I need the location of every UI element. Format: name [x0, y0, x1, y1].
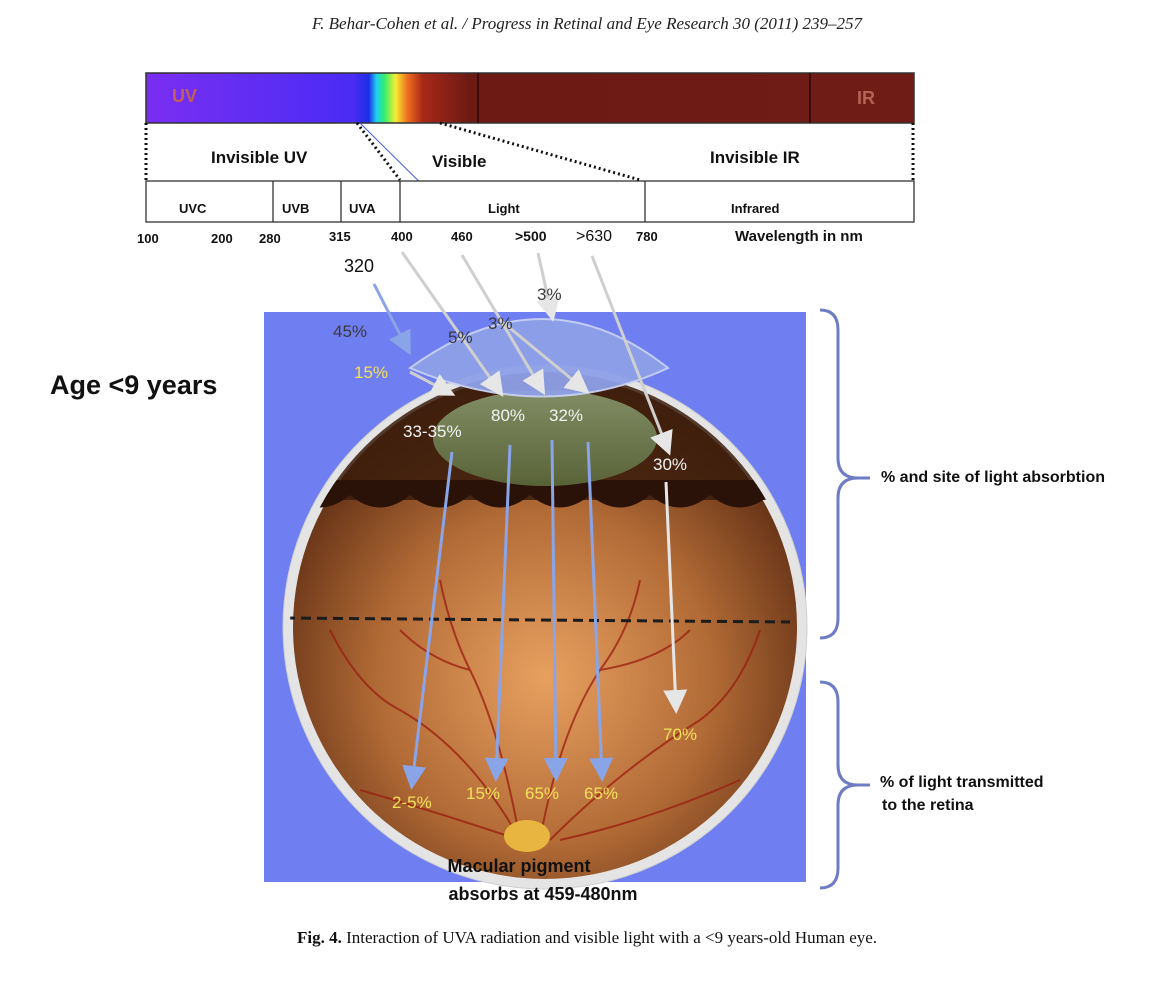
absorption-brace	[819, 308, 859, 640]
band-invisible-uv: Invisible UV	[211, 148, 308, 167]
pct-33-35: 33-35%	[403, 422, 462, 441]
wavelength-tick: >500	[515, 228, 547, 244]
wavelength-tick: >630	[576, 228, 613, 245]
pct-30: 30%	[653, 455, 688, 474]
journal-header: F. Behar-Cohen et al. / Progress in Reti…	[311, 14, 863, 33]
lens	[433, 390, 657, 486]
wavelength-tick: 780	[636, 229, 658, 244]
eye-diagram	[264, 251, 870, 890]
ir-spectrum-label: IR	[857, 88, 875, 108]
pct-3-lens: 3%	[488, 314, 513, 333]
wavelength-tick: 460	[451, 229, 473, 244]
transmitted-side-label-1: % of light transmitted	[880, 774, 1044, 791]
uva-320-label: 320	[344, 256, 375, 276]
pct-15-retina: 15%	[466, 784, 501, 803]
macular-label-line2: absorbs at 459-480nm	[448, 884, 638, 904]
band-invisible-ir: Invisible IR	[710, 148, 800, 167]
pct-2-5: 2-5%	[392, 793, 432, 812]
wavelength-axis-label: Wavelength in nm	[735, 228, 863, 245]
pct-5: 5%	[448, 328, 473, 347]
pct-65-a: 65%	[525, 784, 560, 803]
age-label: Age <9 years	[50, 370, 218, 400]
transmission-brace	[819, 680, 859, 890]
transmitted-side-label-2: to the retina	[882, 797, 974, 814]
spectrum-diagram	[144, 72, 915, 223]
subband-row	[145, 180, 915, 223]
spectrum-bar	[145, 72, 915, 124]
uv-spectrum-label: UV	[172, 86, 198, 106]
subband-uvc: UVC	[179, 201, 207, 216]
pct-45: 45%	[333, 322, 368, 341]
subband-uva: UVA	[349, 201, 376, 216]
pct-65-b: 65%	[584, 784, 619, 803]
wavelength-tick: 280	[259, 231, 281, 246]
figure-caption: Fig. 4. Interaction of UVA radiation and…	[0, 928, 1174, 948]
wavelength-tick: 400	[391, 229, 413, 244]
pct-70: 70%	[663, 725, 698, 744]
pct-15-cornea: 15%	[354, 363, 389, 382]
wavelength-tick: 315	[329, 229, 351, 244]
pct-32: 32%	[549, 406, 584, 425]
pct-3-top: 3%	[537, 285, 562, 304]
wavelength-tick: 200	[211, 231, 233, 246]
absorption-side-label: % and site of light absorbtion	[881, 469, 1105, 486]
subband-uvb: UVB	[282, 201, 310, 216]
macular-label-line1: Macular pigment	[447, 856, 591, 876]
macula-spot	[504, 820, 550, 852]
subband-light: Light	[488, 201, 520, 216]
wavelength-tick: 100	[137, 231, 159, 246]
figure-number: Fig. 4.	[296, 928, 342, 947]
pct-80: 80%	[491, 406, 526, 425]
subband-infrared: Infrared	[731, 201, 780, 216]
figure-caption-text: Interaction of UVA radiation and visible…	[341, 928, 878, 947]
band-visible: Visible	[432, 152, 487, 171]
